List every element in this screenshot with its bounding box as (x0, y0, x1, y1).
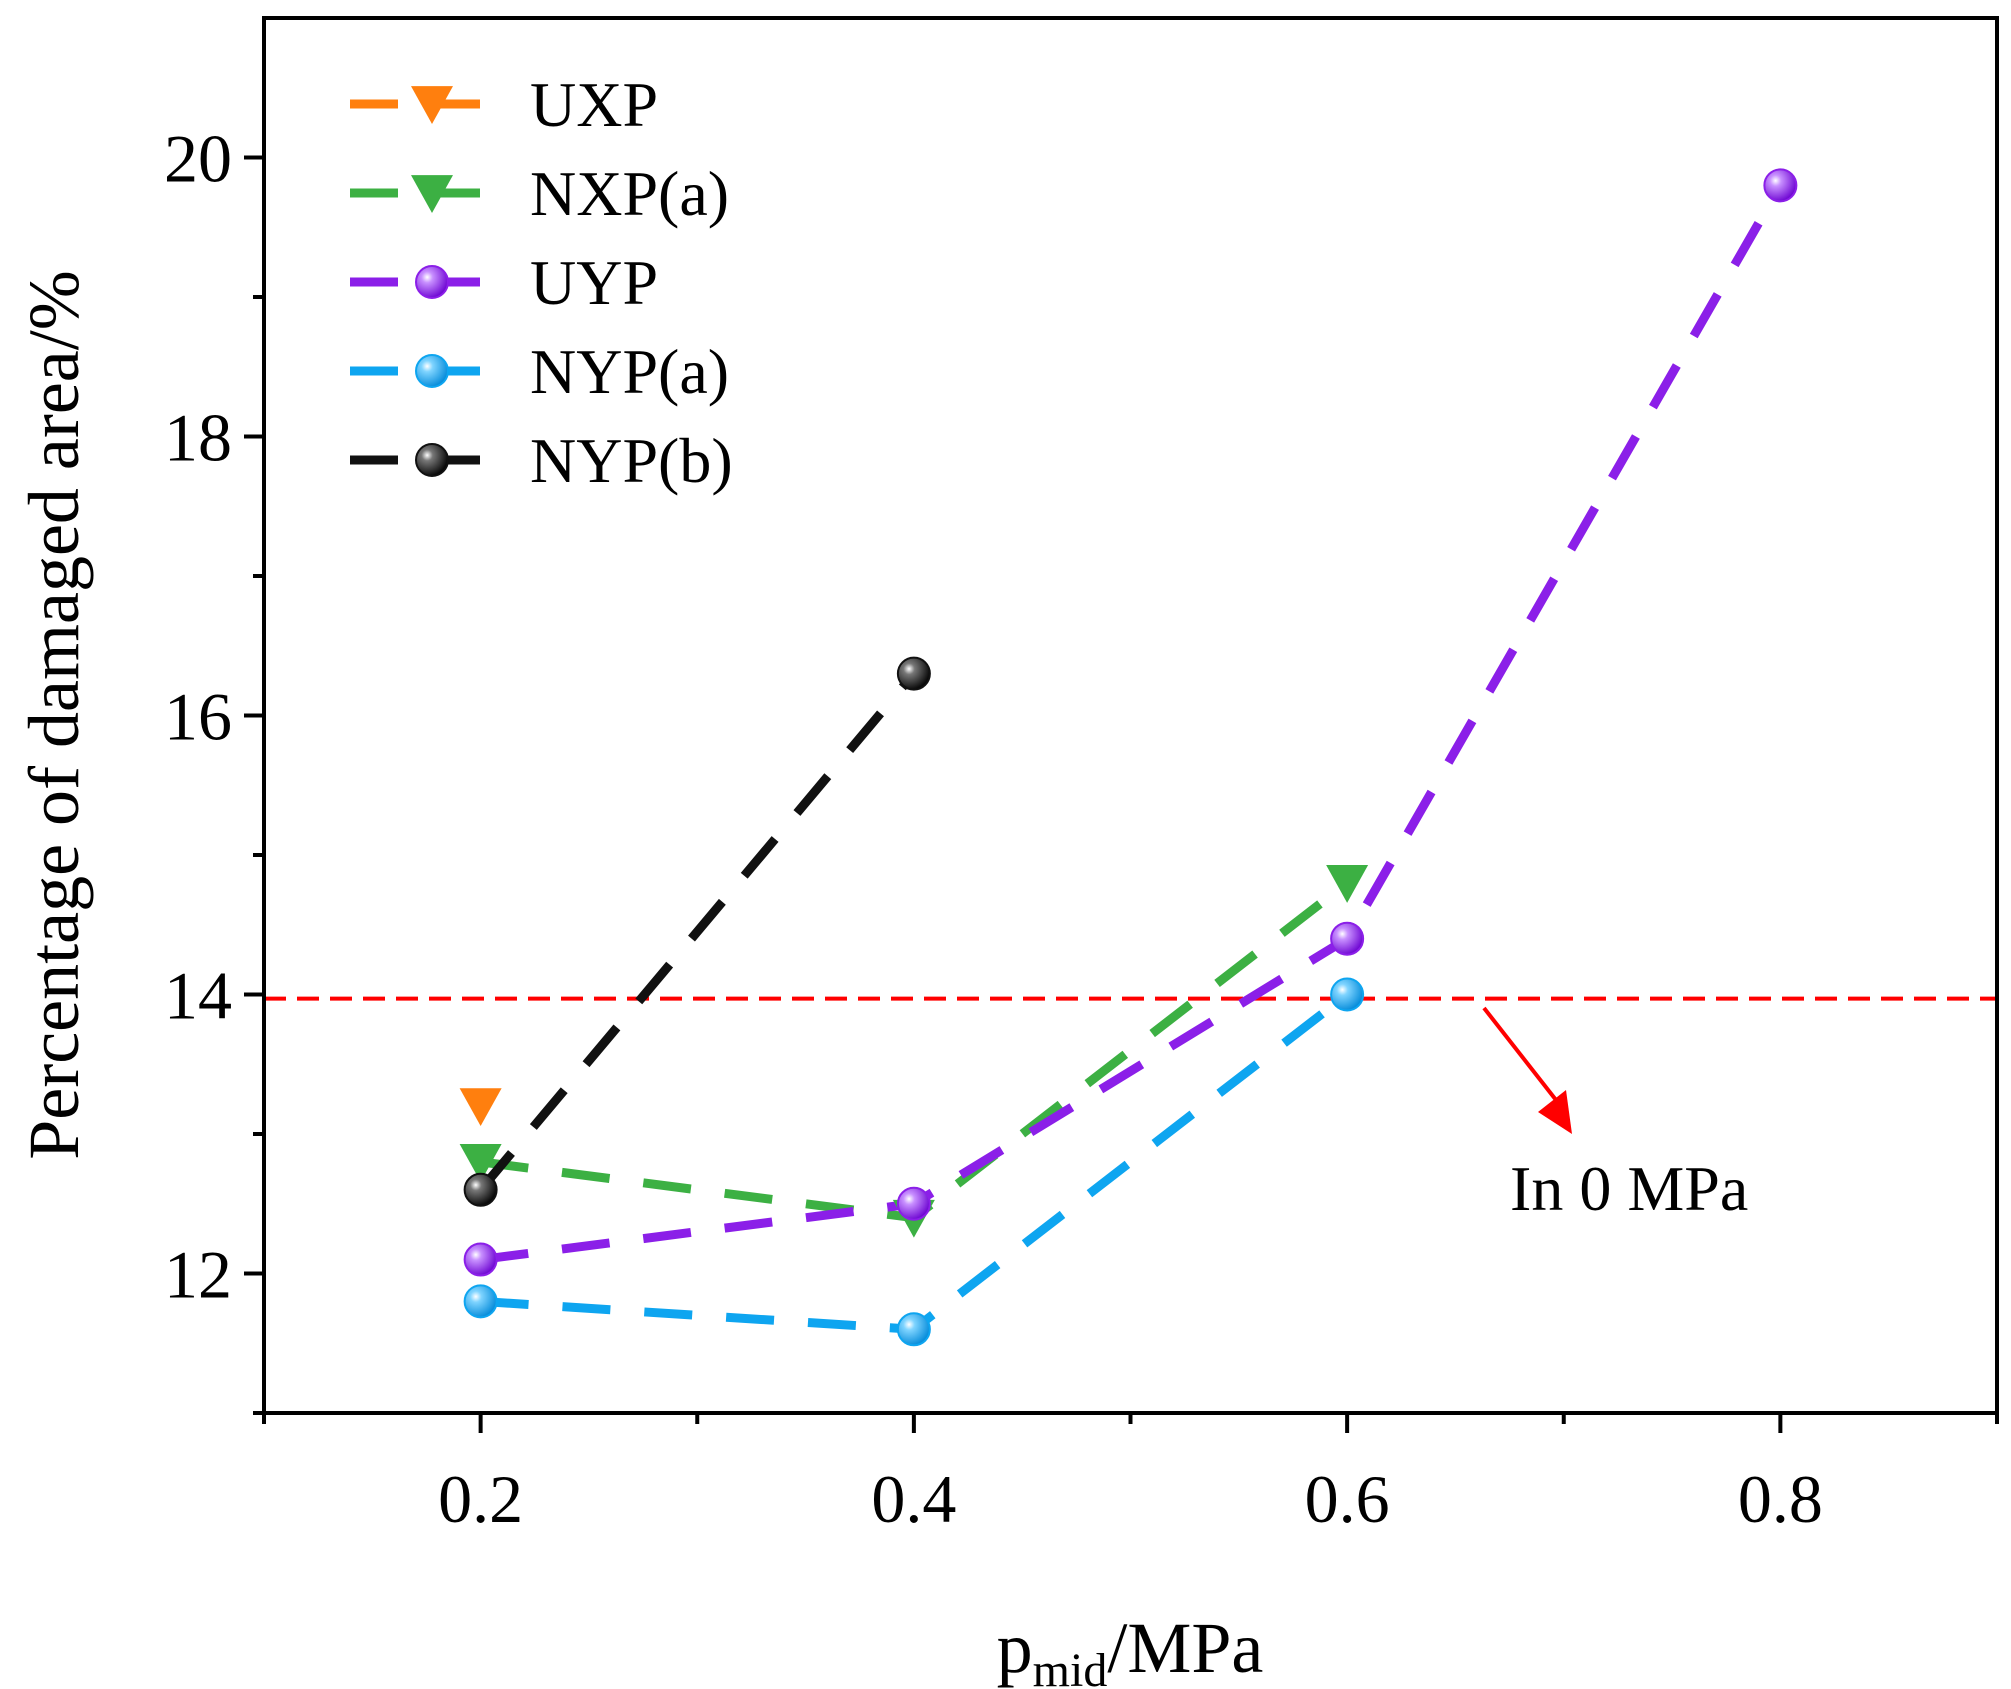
axis-ticks (244, 155, 1999, 1433)
legend-label-uyp: UYP (530, 247, 658, 318)
point-nxp-a (1326, 865, 1369, 903)
y-tick-label: 18 (164, 400, 232, 476)
legend-marker-nxp-a (411, 175, 453, 213)
x-axis-title-suffix: /MPa (1107, 1608, 1263, 1688)
x-tick-label: 0.6 (1305, 1461, 1390, 1537)
x-tick-label: 0.2 (438, 1461, 523, 1537)
legend-marker-nyp-b (415, 443, 449, 477)
y-tick-label: 20 (164, 121, 232, 197)
point-uxp (459, 1088, 502, 1127)
series-line-nyp-a (480, 990, 1350, 1334)
legend-label-nxp-a: NXP(a) (530, 158, 729, 229)
x-axis-title-subscript: mid (1033, 1644, 1108, 1689)
legend-label-nyp-a: NYP(a) (530, 336, 729, 407)
point-nyp-b (463, 1172, 498, 1207)
x-tick-label: 0.8 (1738, 1461, 1823, 1537)
legend-label-uxp: UXP (530, 69, 658, 140)
y-tick-labels: 12 14 16 18 20 (164, 121, 232, 1313)
series-line-nxp-a (480, 879, 1350, 1223)
x-tick-label: 0.4 (871, 1461, 956, 1537)
point-nyp-a (1330, 977, 1365, 1012)
series-line-nyp-b (477, 670, 918, 1193)
reference-label: In 0 MPa (1510, 1153, 1748, 1224)
marker-layer (459, 168, 1798, 1347)
x-axis-title: pmid/MPa (997, 1608, 1264, 1689)
point-nyp-a (463, 1284, 498, 1319)
x-tick-labels: 0.2 0.4 0.6 0.8 (438, 1461, 1823, 1537)
legend-marker-uyp (415, 265, 449, 299)
legend-marker-nyp-a (415, 354, 449, 388)
legend: UXP NXP(a) UYP NYP(a) NYP(b) (350, 69, 733, 496)
point-uyp (896, 1186, 931, 1221)
point-uyp (1330, 921, 1365, 956)
y-tick-label: 16 (164, 679, 232, 755)
point-uyp (1763, 168, 1798, 203)
reference-annotation: In 0 MPa (1482, 1006, 1748, 1224)
point-uyp (463, 1242, 498, 1277)
y-tick-label: 12 (164, 1237, 232, 1313)
reference-arrow-head (1538, 1090, 1572, 1134)
point-nyp-a (896, 1312, 931, 1347)
legend-marker-uxp (411, 86, 453, 124)
legend-label-nyp-b: NYP(b) (530, 425, 733, 496)
reference-arrow-shaft (1482, 1006, 1558, 1102)
y-axis-title: Percentage of damaged area/% (14, 270, 94, 1160)
x-axis-title-main: p (997, 1608, 1033, 1688)
point-nyp-b (896, 656, 931, 691)
y-tick-label: 14 (164, 958, 232, 1034)
series-line-uyp (480, 183, 1785, 1265)
point-nxp-a (459, 1144, 502, 1182)
